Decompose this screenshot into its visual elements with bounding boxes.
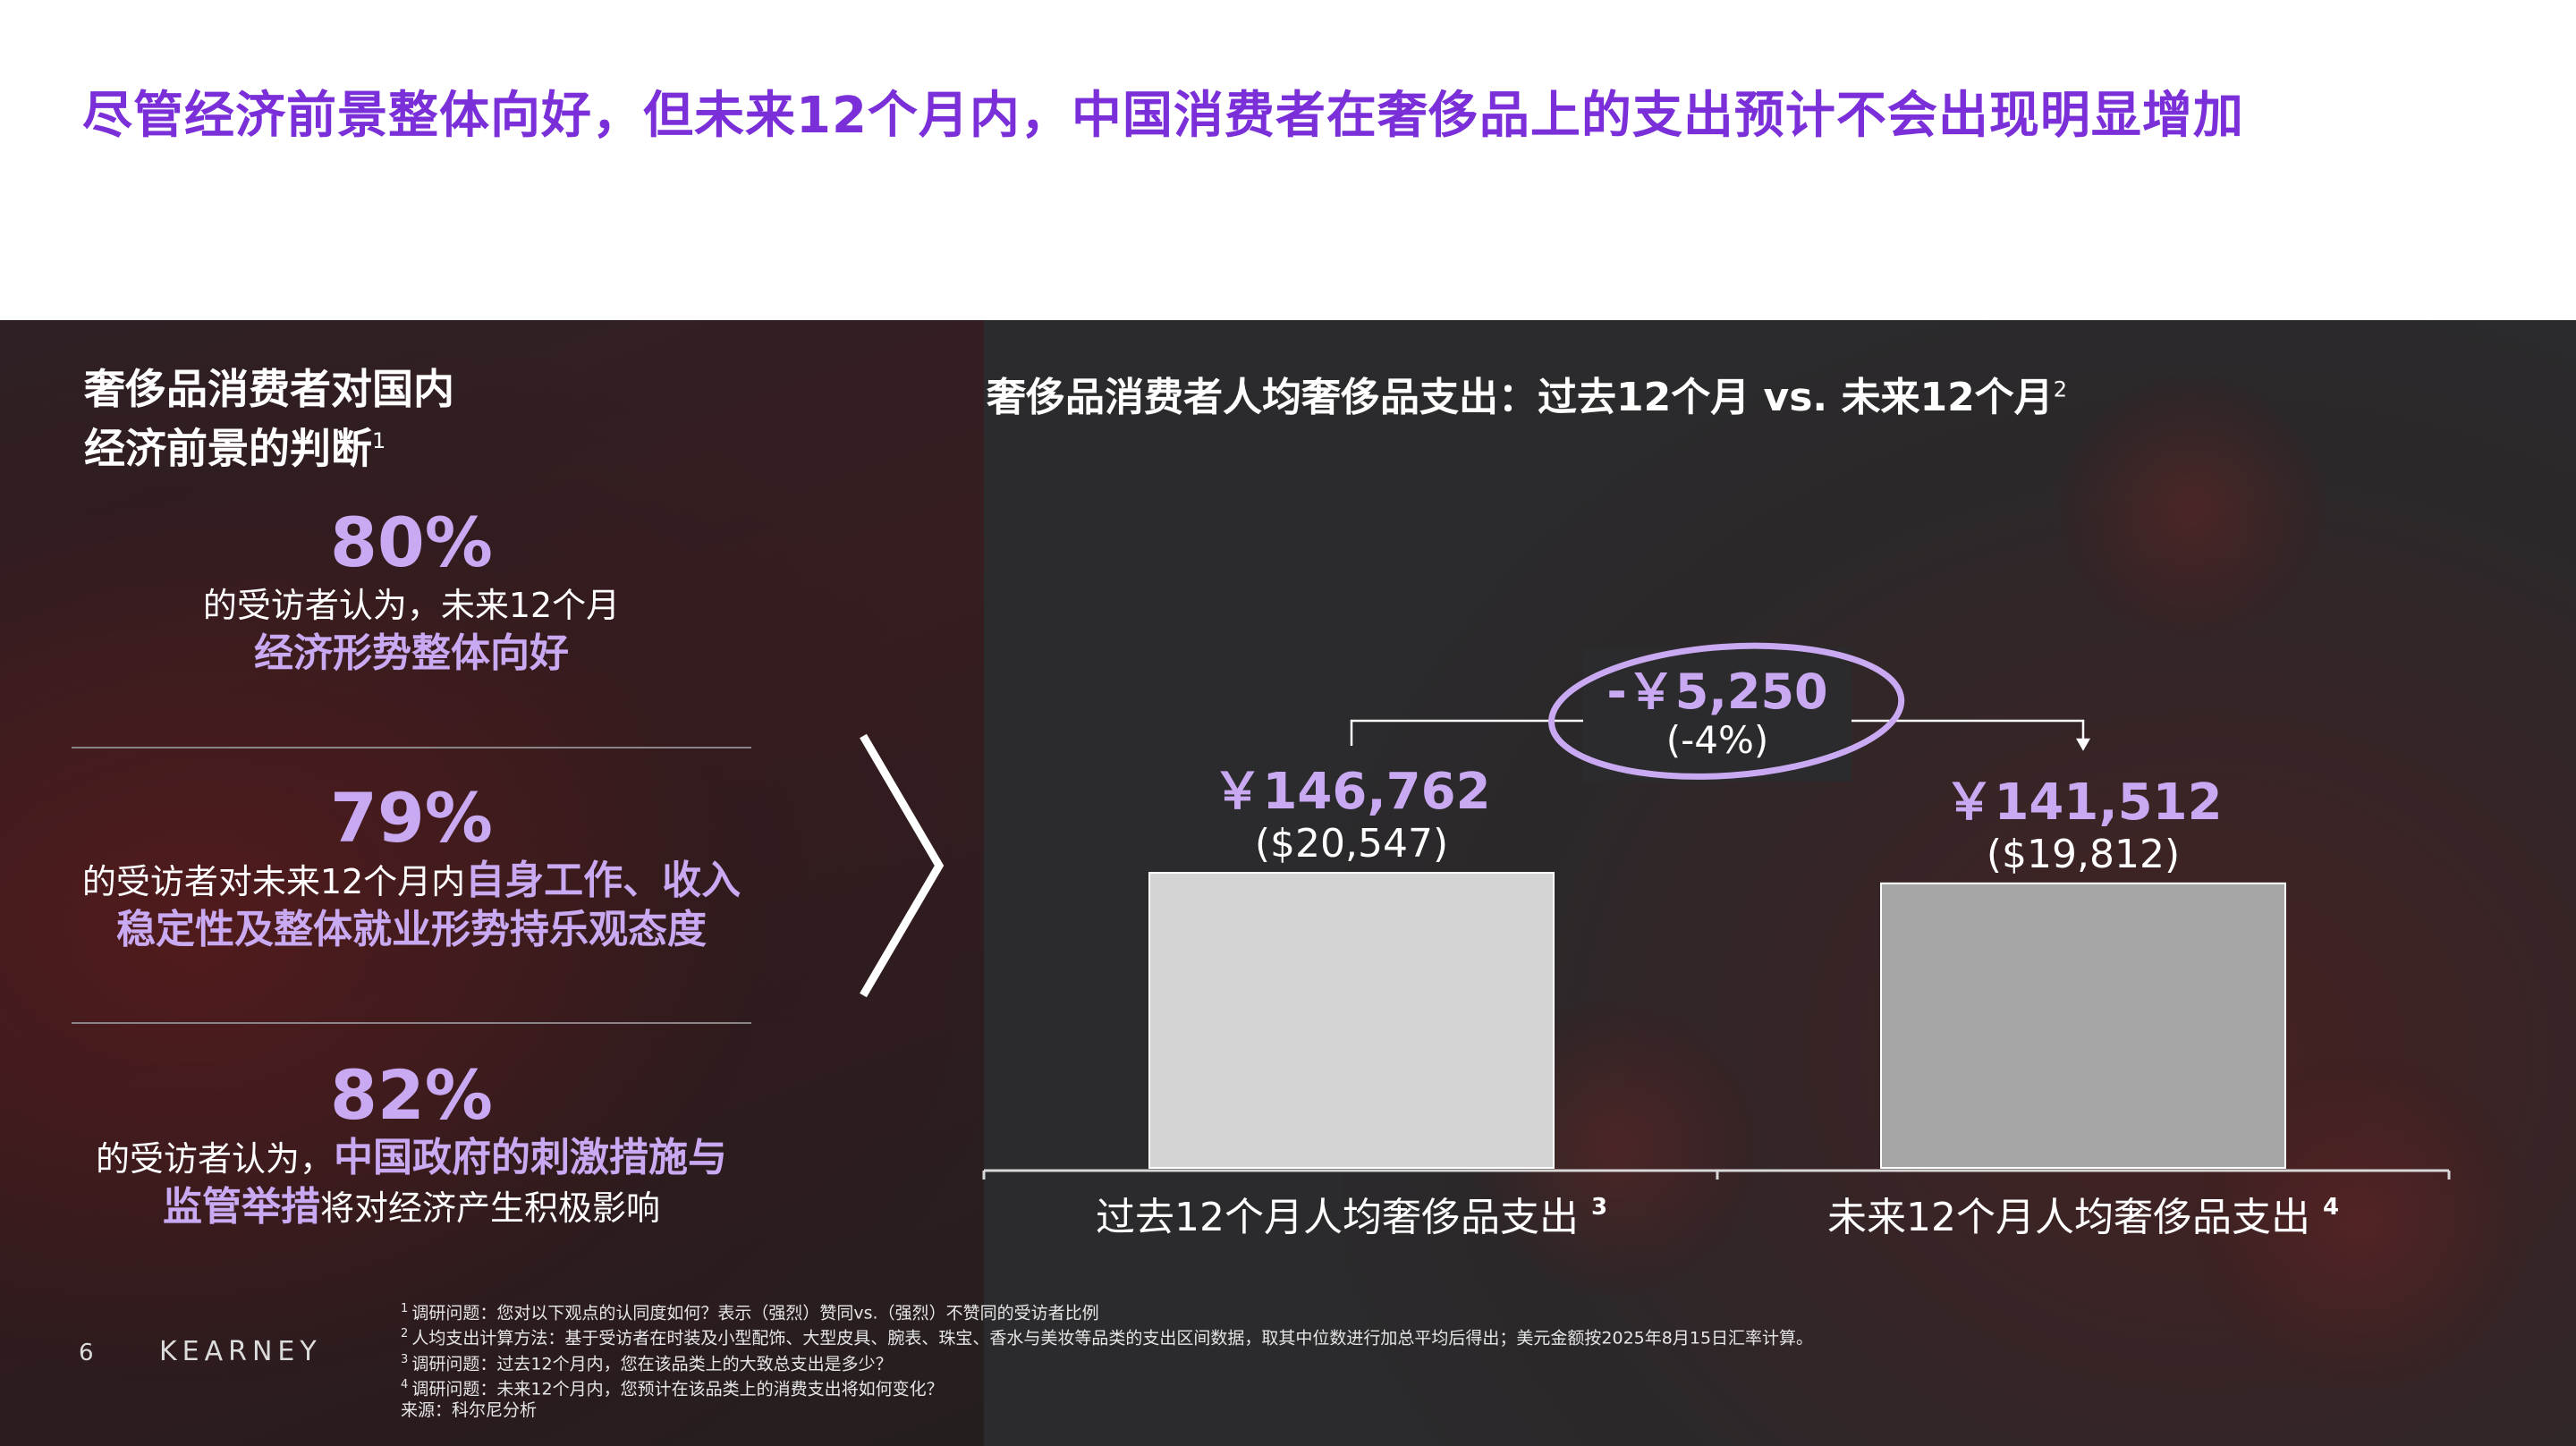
bar-2 (1880, 882, 2286, 1169)
footnote-text: 调研问题：您对以下观点的认同度如何？表示（强烈）赞同vs.（强烈）不赞同的受访者… (411, 1303, 1099, 1323)
stat-block-3: 82% 的受访者认为，中国政府的刺激措施与 监管举措将对经济产生积极影响 (72, 1057, 751, 1232)
arrow-down-icon (2076, 738, 2090, 751)
category-sup: 3 (1591, 1194, 1607, 1221)
divider (72, 747, 751, 748)
footnote-line: 来源：科尔尼分析 (401, 1399, 1813, 1421)
stat-block-2: 79% 的受访者对未来12个月内自身工作、收入 稳定性及整体就业形势持乐观态度 (72, 780, 751, 955)
stat-text-line2: 监管举措将对经济产生积极影响 (72, 1183, 751, 1232)
change-percent-label: (-4%) (1666, 718, 1769, 762)
stat-percent: 79% (330, 778, 493, 858)
stat-highlight: 中国政府的刺激措施与 (334, 1135, 727, 1180)
bar-usd-label: ($19,812) (1987, 832, 2180, 877)
stat-text-line2: 稳定性及整体就业形势持乐观态度 (72, 906, 751, 955)
footnote-line: 3 调研问题：过去12个月内，您在该品类上的大致总支出是多少？ (401, 1349, 1813, 1374)
footnote-text: 调研问题：过去12个月内，您在该品类上的大致总支出是多少？ (411, 1353, 893, 1374)
stat-percent: 80% (330, 503, 493, 582)
stat-block-1: 80% 的受访者认为，未来12个月 经济形势整体向好 (72, 504, 751, 679)
stat-text-line2: 经济形势整体向好 (72, 630, 751, 679)
chart-title-text: 奢侈品消费者人均奢侈品支出：过去12个月 vs. 未来12个月 (987, 375, 2054, 420)
left-heading-line2: 经济前景的判断 (84, 424, 372, 473)
footnote-number: 1 (401, 1302, 412, 1315)
footnote-text: 调研问题：未来12个月内，您预计在该品类上的消费支出将如何变化？ (411, 1379, 944, 1399)
annotation-backdrop (1583, 647, 1852, 782)
left-heading-sup: 1 (372, 428, 386, 453)
background-image-left (0, 320, 984, 1446)
footnote-text: 来源：科尔尼分析 (401, 1400, 538, 1421)
divider (72, 1022, 751, 1024)
stat-text-line: 的受访者认为，未来12个月 (202, 586, 621, 625)
stat-text: 的受访者认为，中国政府的刺激措施与 (72, 1134, 751, 1183)
stat-highlight: 经济形势整体向好 (254, 630, 569, 676)
category-sup: 4 (2323, 1194, 2339, 1221)
footnote-number: 3 (401, 1352, 412, 1366)
chart-title: 奢侈品消费者人均奢侈品支出：过去12个月 vs. 未来12个月2 (987, 365, 2067, 422)
left-heading-line1: 奢侈品消费者对国内 (84, 365, 454, 413)
stat-text-prefix: 的受访者对未来12个月内 (81, 862, 466, 901)
footnote-line: 4 调研问题：未来12个月内，您预计在该品类上的消费支出将如何变化？ (401, 1374, 1813, 1399)
chevron-right-icon (860, 733, 945, 998)
category-label: 未来12个月人均奢侈品支出 4 (1827, 1194, 2339, 1240)
chart-title-sup: 2 (2053, 376, 2067, 402)
page-number: 6 (79, 1340, 94, 1366)
stat-percent: 82% (330, 1055, 493, 1135)
stat-highlight: 自身工作、收入 (465, 858, 741, 903)
stat-text-prefix: 的受访者认为， (95, 1139, 334, 1179)
highlight-circle (1548, 642, 1905, 780)
kearney-logo: KEARNEY (159, 1336, 322, 1367)
background-shade (0, 320, 984, 1446)
bar-usd-label: ($20,547) (1255, 821, 1448, 867)
footnotes: 1 调研问题：您对以下观点的认同度如何？表示（强烈）赞同vs.（强烈）不赞同的受… (401, 1298, 1813, 1421)
footnote-line: 2 人均支出计算方法：基于受访者在时装及小型配饰、大型皮具、腕表、珠宝、香水与美… (401, 1323, 1813, 1349)
stat-text-suffix: 将对经济产生积极影响 (319, 1188, 660, 1228)
bar-value-label: ￥146,762 (1212, 763, 1490, 821)
bar-value-label: ￥141,512 (1944, 774, 2222, 832)
footnote-line: 1 调研问题：您对以下观点的认同度如何？表示（强烈）赞同vs.（强烈）不赞同的受… (401, 1298, 1813, 1323)
stat-highlight: 监管举措 (162, 1184, 320, 1230)
footnote-number: 2 (401, 1327, 412, 1341)
bar-chart: ￥146,762($20,547) 过去12个月人均奢侈品支出 3 ￥141,512… (982, 642, 2451, 1240)
stat-highlight: 稳定性及整体就业形势持乐观态度 (116, 907, 707, 952)
page-title: 尽管经济前景整体向好，但未来12个月内，中国消费者在奢侈品上的支出预计不会出现明… (82, 87, 2244, 145)
content-panel: 奢侈品消费者对国内 经济前景的判断1 80% 的受访者认为，未来12个月 经济形… (0, 320, 2576, 1446)
stat-text: 的受访者认为，未来12个月 (72, 581, 751, 630)
lantern-decoration (2057, 374, 2326, 642)
left-heading: 奢侈品消费者对国内 经济前景的判断1 (84, 363, 454, 474)
stat-text: 的受访者对未来12个月内自身工作、收入 (72, 857, 751, 906)
footnote-number: 4 (401, 1377, 412, 1391)
bar-1 (1148, 872, 1555, 1169)
footnote-text: 人均支出计算方法：基于受访者在时装及小型配饰、大型皮具、腕表、珠宝、香水与美妆等… (411, 1328, 1814, 1349)
category-label: 过去12个月人均奢侈品支出 3 (1096, 1194, 1607, 1240)
change-amount-label: -￥5,250 (1606, 664, 1827, 720)
